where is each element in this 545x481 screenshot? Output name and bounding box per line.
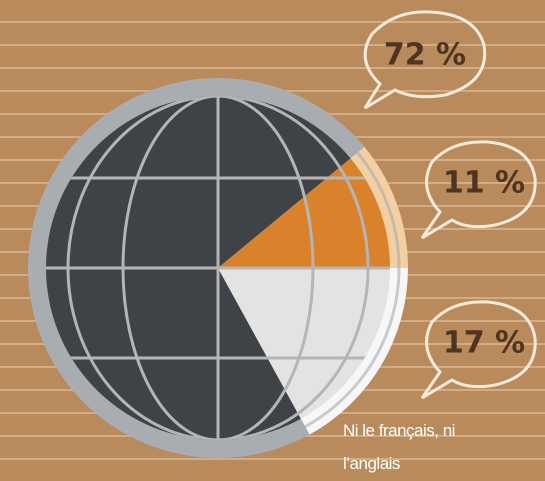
category-label: Ni le français, ni l’anglais xyxy=(343,421,455,473)
value-label: 72 % xyxy=(384,38,466,73)
globe-grid xyxy=(46,96,390,440)
bubbles xyxy=(363,10,537,400)
value-label: 11 % xyxy=(443,166,525,201)
globe-ring xyxy=(35,85,401,451)
value-label: 17 % xyxy=(443,326,525,361)
pie-slice xyxy=(218,158,390,268)
